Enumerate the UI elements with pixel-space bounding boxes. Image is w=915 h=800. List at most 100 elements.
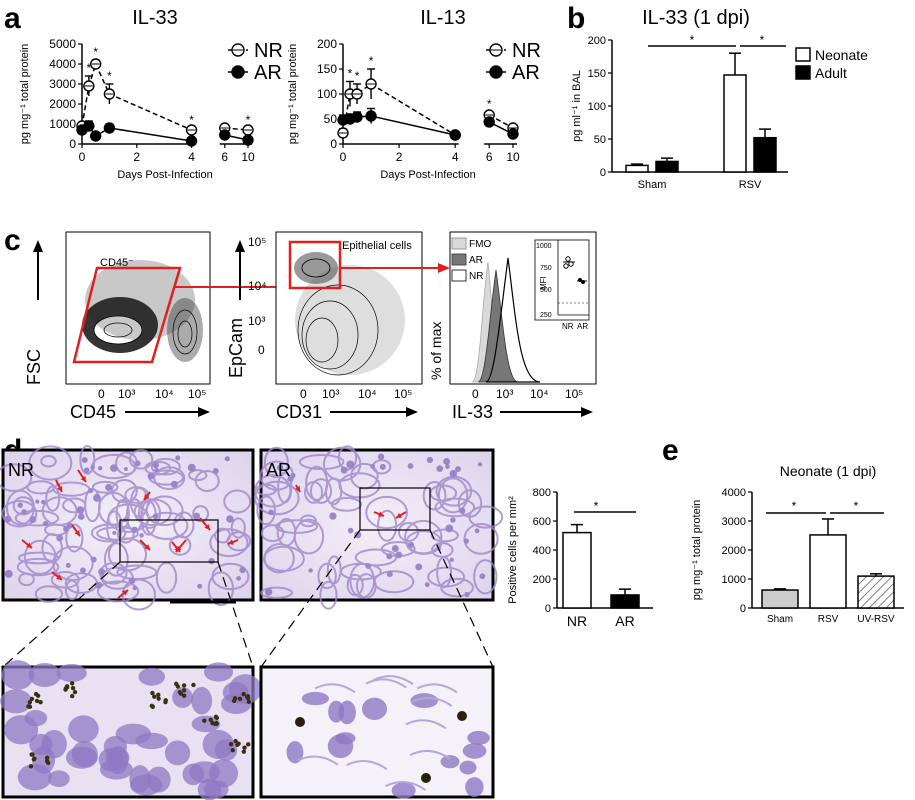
- cell-nucleus: [268, 509, 274, 516]
- alveolus-outline: [0, 463, 33, 492]
- cell-nucleus: [97, 465, 103, 471]
- cell-nucleus: [450, 517, 456, 523]
- cell-nucleus: [35, 499, 40, 504]
- cell-nucleus: [135, 732, 168, 750]
- cell-nucleus: [170, 480, 178, 488]
- cell-nucleus: [175, 455, 181, 461]
- bar-AR: [610, 594, 640, 609]
- significance-star: *: [107, 69, 112, 83]
- x-tick-label: NR: [567, 613, 587, 629]
- alveolus-outline: [309, 478, 333, 504]
- cell-nucleus: [386, 553, 393, 560]
- stain-granule: [421, 773, 431, 783]
- series-line-NR: [342, 83, 456, 136]
- cell-nucleus: [193, 512, 201, 520]
- inset-ytick: 1000: [536, 243, 552, 250]
- alveolus-outline: [173, 511, 195, 539]
- data-point-AR: [89, 130, 102, 142]
- panel-label-e: e: [662, 434, 679, 467]
- cell-nucleus: [76, 506, 85, 514]
- cell-nucleus: [71, 740, 98, 768]
- stain-granule: [163, 699, 168, 705]
- y-tick-label: 200: [533, 574, 551, 586]
- cell-nucleus: [290, 472, 296, 479]
- stain-granule: [232, 696, 238, 701]
- red-arrowhead: [204, 524, 210, 530]
- bar-Adult-Sham: [655, 160, 679, 173]
- tissue-fiber: [365, 678, 407, 689]
- flow2-ytick: 10⁵: [248, 235, 266, 249]
- cell-nucleus: [465, 777, 484, 798]
- cell-nucleus: [47, 770, 70, 788]
- flow1-xlabel: CD45: [70, 402, 116, 422]
- cell-nucleus: [408, 541, 415, 548]
- x-tick-label: 10: [506, 150, 520, 164]
- alveolus-outline: [45, 485, 61, 512]
- cell-nucleus: [477, 462, 483, 467]
- stain-granule: [241, 749, 247, 754]
- alveolus-outline: [96, 580, 140, 603]
- y-tick-label: 100: [317, 87, 337, 101]
- cell-nucleus: [449, 469, 458, 478]
- alveolus-outline: [79, 444, 96, 475]
- chart-il33-bal: IL-33 (1 dpi) 0 50 100 150 200 pg ml⁻¹ in BAL S…: [571, 7, 868, 191]
- alveolus-outline: [28, 445, 73, 481]
- cell-nucleus: [112, 530, 117, 535]
- cell-nucleus: [110, 464, 118, 472]
- stain-granule: [38, 700, 43, 705]
- alveolus-outline: [330, 496, 363, 512]
- chart-title: IL-33: [132, 7, 178, 29]
- significance-star: *: [348, 67, 353, 81]
- cell-nucleus: [95, 581, 103, 589]
- cell-nucleus: [462, 743, 487, 759]
- tissue-fiber: [405, 719, 447, 730]
- cell-nucleus: [123, 467, 128, 472]
- alveolus-outline: [422, 481, 447, 511]
- alveolus-outline: [473, 559, 498, 595]
- red-arrowhead: [378, 511, 384, 517]
- data-point-AR: [365, 110, 377, 122]
- cell-nucleus: [21, 509, 27, 515]
- legend-nr: NR: [469, 271, 483, 282]
- stain-granule: [29, 696, 35, 702]
- inset-ytick: 500: [540, 287, 552, 294]
- alveolus-outline: [440, 577, 474, 598]
- red-arrowhead: [228, 539, 234, 545]
- data-point-AR: [242, 134, 254, 146]
- cell-nucleus: [134, 460, 141, 467]
- cell-nucleus: [346, 460, 355, 469]
- legend-marker: [489, 65, 503, 79]
- significance-star: *: [93, 45, 98, 59]
- legend-swatch-ar: [451, 253, 467, 266]
- alveolus-outline: [365, 495, 408, 530]
- y-tick-label: 50: [324, 112, 338, 126]
- inset-ytick: 750: [540, 265, 552, 272]
- tissue-fiber: [409, 749, 451, 760]
- stain-granule: [295, 717, 305, 727]
- y-tick-label: 0: [740, 603, 746, 615]
- red-arrowhead: [122, 590, 128, 596]
- flow2-xtick: 10³: [322, 387, 339, 401]
- flow3-xtick: 10⁵: [565, 387, 583, 401]
- alveolus-outline: [457, 489, 483, 518]
- cell-nucleus: [209, 759, 239, 788]
- alveolus-outline: [194, 469, 220, 492]
- legend-swatch: [795, 65, 811, 80]
- significance-star: *: [760, 33, 765, 47]
- x-tick-label: Sham: [638, 179, 667, 191]
- stain-granule: [156, 696, 161, 701]
- alveolus-outline: [34, 585, 64, 603]
- stain-granule: [44, 758, 50, 764]
- alveolus-outline: [103, 542, 129, 577]
- cell-nucleus: [4, 515, 12, 523]
- stain-granule: [70, 685, 76, 691]
- x-tick-label: 0: [340, 150, 347, 164]
- alveolus-outline: [260, 524, 285, 543]
- alveolus-outline: [91, 480, 119, 494]
- cell-nucleus: [28, 663, 61, 687]
- x-tick-label: 2: [396, 150, 403, 164]
- alveolus-outline: [17, 551, 60, 565]
- legend-label-AR: AR: [254, 62, 282, 84]
- y-tick-label: 3000: [49, 77, 76, 91]
- cell-nucleus: [132, 585, 137, 591]
